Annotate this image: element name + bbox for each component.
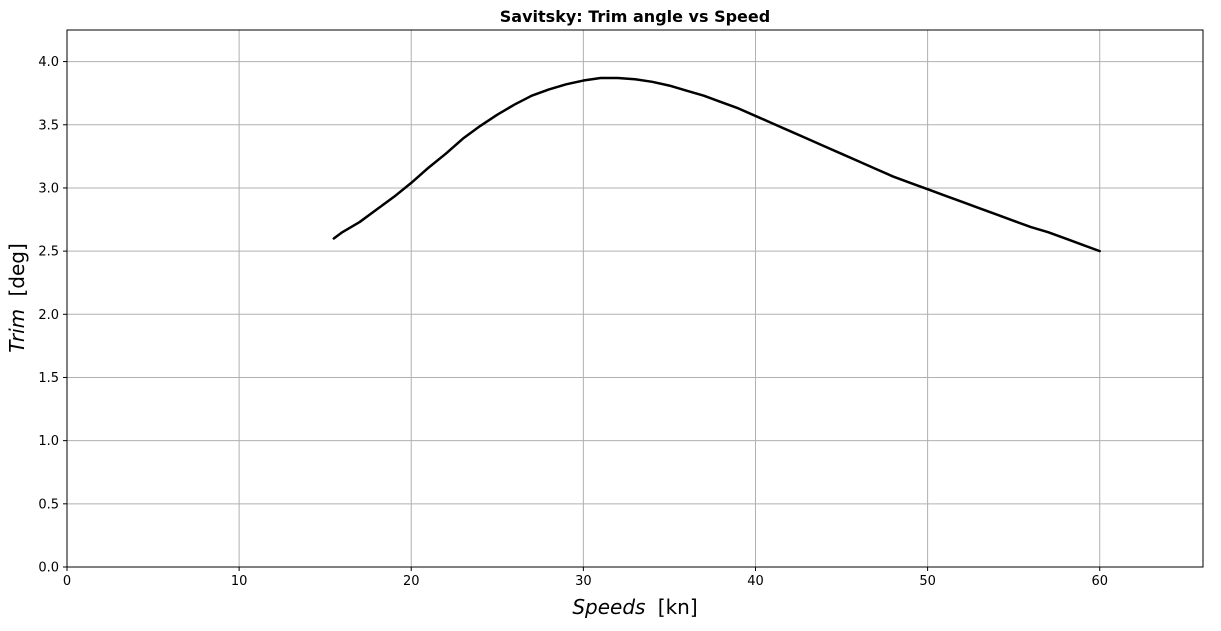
x-tick-label: 40 [747,574,764,589]
x-tick-label: 10 [231,574,248,589]
y-axis-ticks: 0.0 0.5 1.0 1.5 2.0 2.5 3.0 3.5 4.0 [38,55,67,576]
y-tick-label: 2.5 [38,245,59,260]
y-tick-label: 3.5 [38,118,59,133]
y-tick-label: 3.0 [38,181,59,196]
y-tick-label: 2.0 [38,308,59,323]
x-axis-label-unit: [kn] [658,595,698,619]
y-axis-label-quantity: Trim [5,309,29,353]
y-axis-label: Trim [deg] [5,243,29,353]
x-axis-ticks: 0 10 20 30 40 50 60 [63,567,1108,589]
x-tick-label: 50 [919,574,936,589]
trim-angle-series-line [332,76,1101,253]
y-tick-label: 0.5 [38,497,59,512]
y-tick-label: 0.0 [38,561,59,576]
y-tick-label: 1.0 [38,434,59,449]
series-layer [332,76,1101,253]
y-tick-label: 1.5 [38,371,59,386]
x-tick-label: 30 [575,574,592,589]
x-tick-label: 60 [1091,574,1108,589]
x-tick-label: 0 [63,574,71,589]
y-axis-label-unit: [deg] [5,243,29,296]
x-tick-label: 20 [403,574,420,589]
chart-title: Savitsky: Trim angle vs Speed [500,7,770,26]
y-tick-label: 4.0 [38,55,59,70]
plot-frame [66,29,1204,568]
x-axis-label: Speeds [kn] [572,595,697,619]
plot-area [67,30,1203,567]
x-axis-label-quantity: Speeds [572,595,645,619]
